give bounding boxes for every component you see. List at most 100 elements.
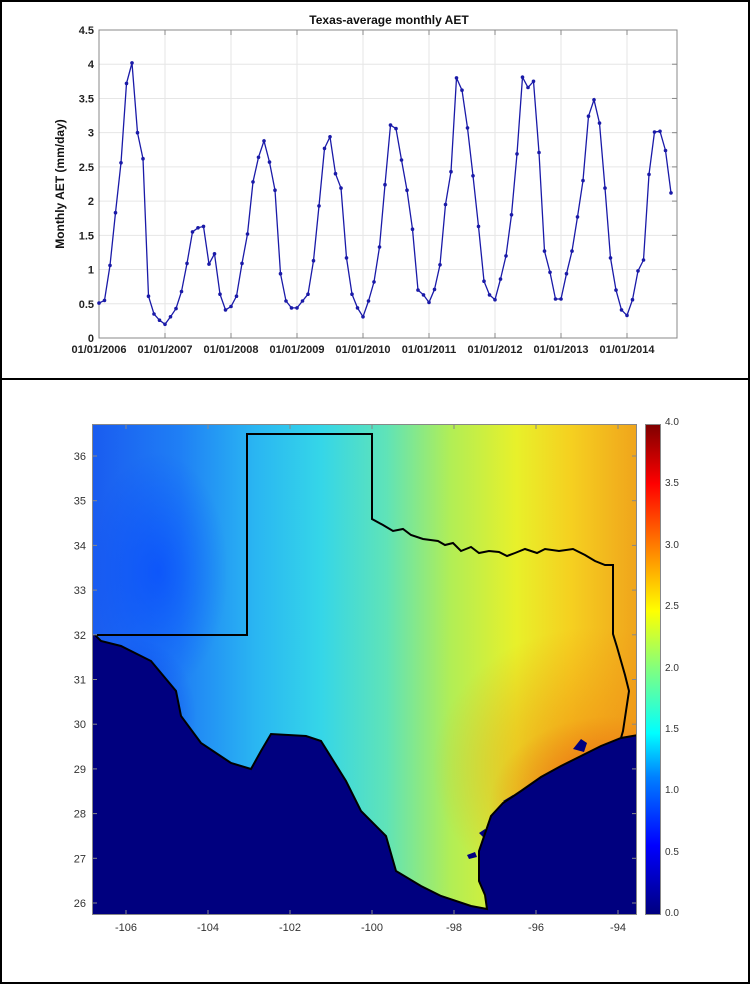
y-tick-label: 1.5 <box>79 230 94 242</box>
data-point <box>493 297 497 302</box>
map-y-tick-label: 32 <box>74 630 86 642</box>
data-point <box>641 258 646 262</box>
data-point <box>482 279 486 284</box>
data-point <box>663 148 668 153</box>
chart-title: Texas-average monthly AET <box>309 13 469 27</box>
data-point <box>163 322 167 327</box>
data-point <box>372 280 376 284</box>
data-point <box>300 299 305 303</box>
data-point <box>185 261 189 266</box>
data-point <box>669 191 673 195</box>
data-point <box>388 123 393 127</box>
ocean-mexico-mask <box>93 635 636 914</box>
y-axis-label: Monthly AET (mm/day) <box>53 119 67 249</box>
map-y-tick-label: 26 <box>74 898 86 910</box>
y-tick-label: 2 <box>88 196 94 208</box>
data-point <box>174 306 178 311</box>
data-point <box>405 188 409 192</box>
data-point <box>465 126 470 130</box>
map-y-tick-label: 27 <box>74 853 86 865</box>
data-point <box>141 156 145 161</box>
x-tick-label: 01/01/2006 <box>71 344 126 356</box>
y-tick-label: 1 <box>88 265 94 277</box>
data-point <box>597 121 602 125</box>
colorbar-tick-label: 0.5 <box>665 846 679 858</box>
data-point <box>410 227 415 231</box>
data-point <box>223 308 228 312</box>
data-point <box>333 171 338 176</box>
data-point <box>262 139 266 143</box>
data-point <box>658 129 662 134</box>
data-point <box>179 289 184 294</box>
data-point <box>559 297 563 301</box>
data-point <box>201 224 206 229</box>
map-x-ticks: -106 -104 -102 -100 -98 -96 -94 <box>115 424 626 934</box>
data-point <box>432 287 437 292</box>
texas-state-border <box>94 433 636 911</box>
y-tick-label: 4.5 <box>79 25 94 37</box>
colorbar-tick-label: 1.0 <box>665 785 679 797</box>
data-point <box>394 126 398 131</box>
data-point <box>531 79 536 84</box>
map-y-tick-label: 34 <box>74 540 86 552</box>
data-point <box>504 254 508 258</box>
data-point <box>361 315 365 319</box>
x-tick-label: 01/01/2007 <box>137 344 192 356</box>
data-point <box>355 306 360 310</box>
data-point <box>509 213 514 217</box>
y-tick-label: 0 <box>88 333 94 345</box>
data-point <box>229 304 233 309</box>
chart-grid <box>98 29 677 339</box>
data-point <box>218 292 222 297</box>
data-point <box>108 263 112 268</box>
data-point <box>570 249 574 253</box>
data-point <box>548 270 552 275</box>
x-tick-label: 01/01/2013 <box>533 344 588 356</box>
data-point <box>553 297 558 301</box>
colorbar-tick-label: 2.0 <box>665 662 679 674</box>
data-point <box>526 85 530 90</box>
map-x-tick-label: -98 <box>446 922 462 934</box>
data-point <box>586 114 591 118</box>
data-point <box>421 293 426 297</box>
data-point <box>575 215 580 219</box>
data-point <box>207 262 211 266</box>
y-tick-label: 0.5 <box>79 299 94 311</box>
map-y-tick-label: 33 <box>74 585 86 597</box>
time-series-panel <box>0 0 750 380</box>
colorbar-tick-label: 3.0 <box>665 539 679 551</box>
colorbar <box>645 424 661 915</box>
map-x-tick-label: -106 <box>115 922 137 934</box>
data-point <box>438 263 442 267</box>
data-point <box>328 135 332 139</box>
map-y-tick-label: 30 <box>74 719 86 731</box>
data-point <box>619 308 624 312</box>
data-point <box>317 204 321 208</box>
x-axis-ticks: 01/01/2006 01/01/2007 01/01/2008 01/01/2009… <box>71 30 655 356</box>
data-point <box>652 130 657 134</box>
data-point <box>306 292 310 297</box>
data-point <box>135 130 140 135</box>
data-point <box>537 150 541 155</box>
data-point <box>520 75 525 79</box>
data-point <box>487 293 492 297</box>
data-point <box>564 271 569 276</box>
x-tick-label: 01/01/2012 <box>467 344 522 356</box>
data-point <box>289 306 294 310</box>
y-axis-ticks: 0 0.5 1 1.5 2 2.5 3 3.5 4 4.5 <box>79 25 677 345</box>
map-x-tick-label: -96 <box>528 922 544 934</box>
data-point <box>603 186 607 190</box>
data-point <box>476 224 481 229</box>
data-point <box>542 249 547 253</box>
data-point <box>449 169 453 174</box>
data-point <box>124 81 129 86</box>
map-y-tick-label: 35 <box>74 496 86 508</box>
map-y-tick-label: 28 <box>74 809 86 821</box>
data-point <box>113 210 118 215</box>
data-point <box>383 182 387 187</box>
data-point <box>647 172 651 177</box>
data-point <box>245 232 250 236</box>
map-x-tick-label: -100 <box>361 922 383 934</box>
data-point <box>454 76 459 80</box>
